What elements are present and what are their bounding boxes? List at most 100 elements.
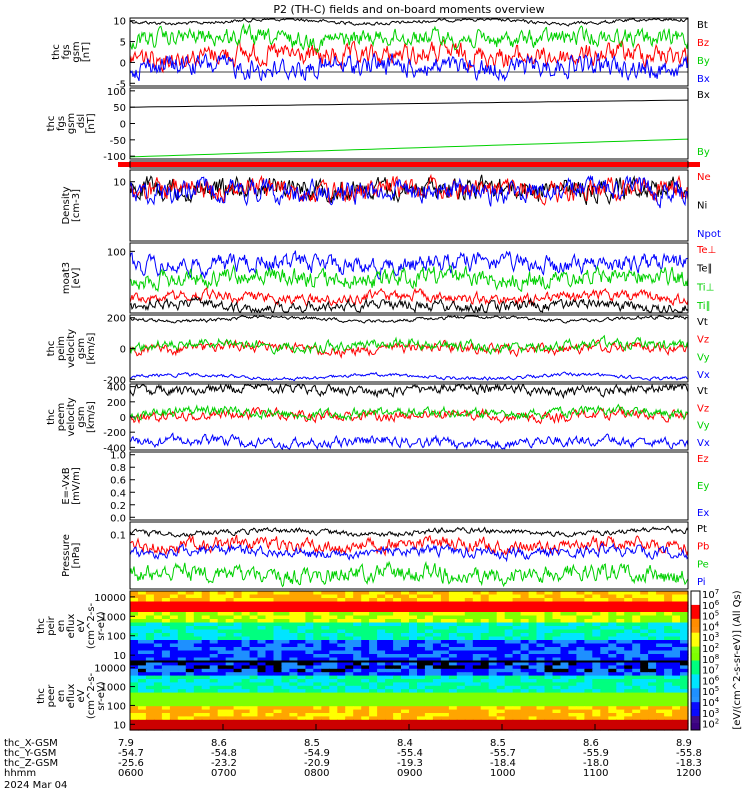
spectrogram-cell (313, 640, 322, 645)
spectrogram-cell (257, 709, 267, 714)
spectrogram-cell (480, 640, 490, 645)
spectrogram-cell (249, 591, 259, 596)
spectrogram-cell (401, 696, 410, 700)
spectrogram-cell (153, 665, 163, 670)
spectrogram-cell (496, 672, 506, 677)
spectrogram-cell (480, 629, 490, 634)
spectrogram-cell (568, 723, 577, 728)
spectrogram-cell (329, 702, 338, 707)
spectrogram-cell (432, 636, 442, 641)
y-tick-label: -5 (116, 79, 126, 90)
spectrogram-cell (680, 675, 689, 680)
spectrogram-cell (385, 619, 394, 624)
spectrogram-cell (616, 636, 625, 641)
spectrogram-cell (672, 719, 681, 724)
spectrogram-cell (305, 689, 314, 694)
spectrogram-cell (401, 689, 410, 694)
spectrogram-cell (624, 689, 633, 694)
spectrogram-cell (409, 696, 418, 700)
spectrogram-cell (496, 615, 506, 620)
spectrogram-cell (472, 723, 482, 728)
x-row-value: 8.6 (583, 738, 599, 749)
spectrogram-cell (305, 692, 314, 697)
spectrogram-cell (672, 626, 681, 631)
spectrogram-cell (600, 682, 609, 687)
spectrogram-cell (440, 654, 450, 659)
spectrogram-cell (424, 672, 434, 677)
spectrogram-cell (608, 605, 617, 610)
spectrogram-cell (401, 675, 410, 680)
spectrogram-cell (145, 675, 155, 680)
spectrogram-cell (201, 643, 211, 648)
spectrogram-cell (568, 647, 577, 652)
spectrogram-cell (504, 726, 514, 731)
spectrogram-cell (377, 689, 386, 694)
colorbar-cell (691, 595, 700, 597)
spectrogram-cell (305, 591, 314, 596)
spectrogram-cell (161, 605, 171, 610)
spectrogram-cell (201, 709, 211, 714)
spectrogram-cell (520, 668, 530, 673)
spectrogram-cell (281, 605, 291, 610)
spectrogram-cell (616, 719, 625, 724)
spectrogram-cell (624, 622, 633, 627)
y-tick-label: -100 (103, 152, 126, 163)
spectrogram-cell (584, 601, 593, 606)
spectrogram-cell (664, 650, 673, 655)
spectrogram-cell (130, 598, 139, 603)
spectrogram-cell (377, 685, 386, 690)
spectrogram-cell (337, 629, 346, 634)
y-tick-label: 0.2 (110, 501, 126, 512)
spectrogram-cell (576, 702, 585, 707)
colorbar-cell (691, 609, 700, 612)
spectrogram-cell (520, 672, 530, 677)
spectrogram-cell (385, 612, 394, 617)
spectrogram-cell (281, 706, 291, 711)
spectrogram-cell (305, 612, 314, 617)
spectrogram-cell (496, 619, 506, 624)
spectrogram-cell (161, 601, 171, 606)
spectrogram-cell (377, 647, 386, 652)
y-tick-label: 5 (120, 38, 126, 49)
spectrogram-cell (409, 699, 418, 704)
spectrogram-cell (169, 702, 179, 707)
spectrogram-cell (472, 662, 482, 666)
spectrogram-cell (640, 716, 649, 721)
spectrogram-cell (345, 668, 354, 673)
spectrogram-cell (353, 626, 362, 631)
spectrogram-cell (321, 716, 330, 721)
spectrogram-cell (568, 608, 577, 613)
spectrogram-cell (281, 675, 291, 680)
spectrogram-cell (640, 643, 649, 648)
spectrogram-cell (345, 685, 354, 690)
spectrogram-cell (536, 716, 546, 721)
spectrogram-cell (616, 643, 625, 648)
spectrogram-cell (233, 726, 243, 731)
spectrogram-cell (321, 622, 330, 627)
spectrogram-cell (185, 713, 195, 717)
colorbar-cell (691, 592, 700, 594)
spectrogram-cell (480, 633, 490, 638)
spectrogram-cell (169, 629, 179, 634)
spectrogram-cell (520, 723, 530, 728)
spectrogram-cell (265, 675, 275, 680)
x-row-value: 1100 (583, 768, 608, 779)
colorbar-cell (691, 724, 700, 726)
spectrogram-cell (401, 619, 410, 624)
spectrogram-cell (552, 685, 562, 690)
spectrogram-cell (265, 716, 275, 721)
spectrogram-cell (313, 679, 322, 683)
spectrogram-cell (265, 685, 275, 690)
spectrogram-cell (313, 719, 322, 724)
spectrogram-cell (432, 650, 442, 655)
spectrogram-cell (401, 709, 410, 714)
spectrogram-cell (345, 647, 354, 652)
colorbar-cell (691, 640, 700, 642)
spectrogram-cell (656, 612, 665, 617)
spectrogram-cell (161, 685, 171, 690)
spectrogram-cell (145, 672, 155, 677)
spectrogram-cell (297, 675, 306, 680)
spectrogram-cell (281, 662, 291, 666)
